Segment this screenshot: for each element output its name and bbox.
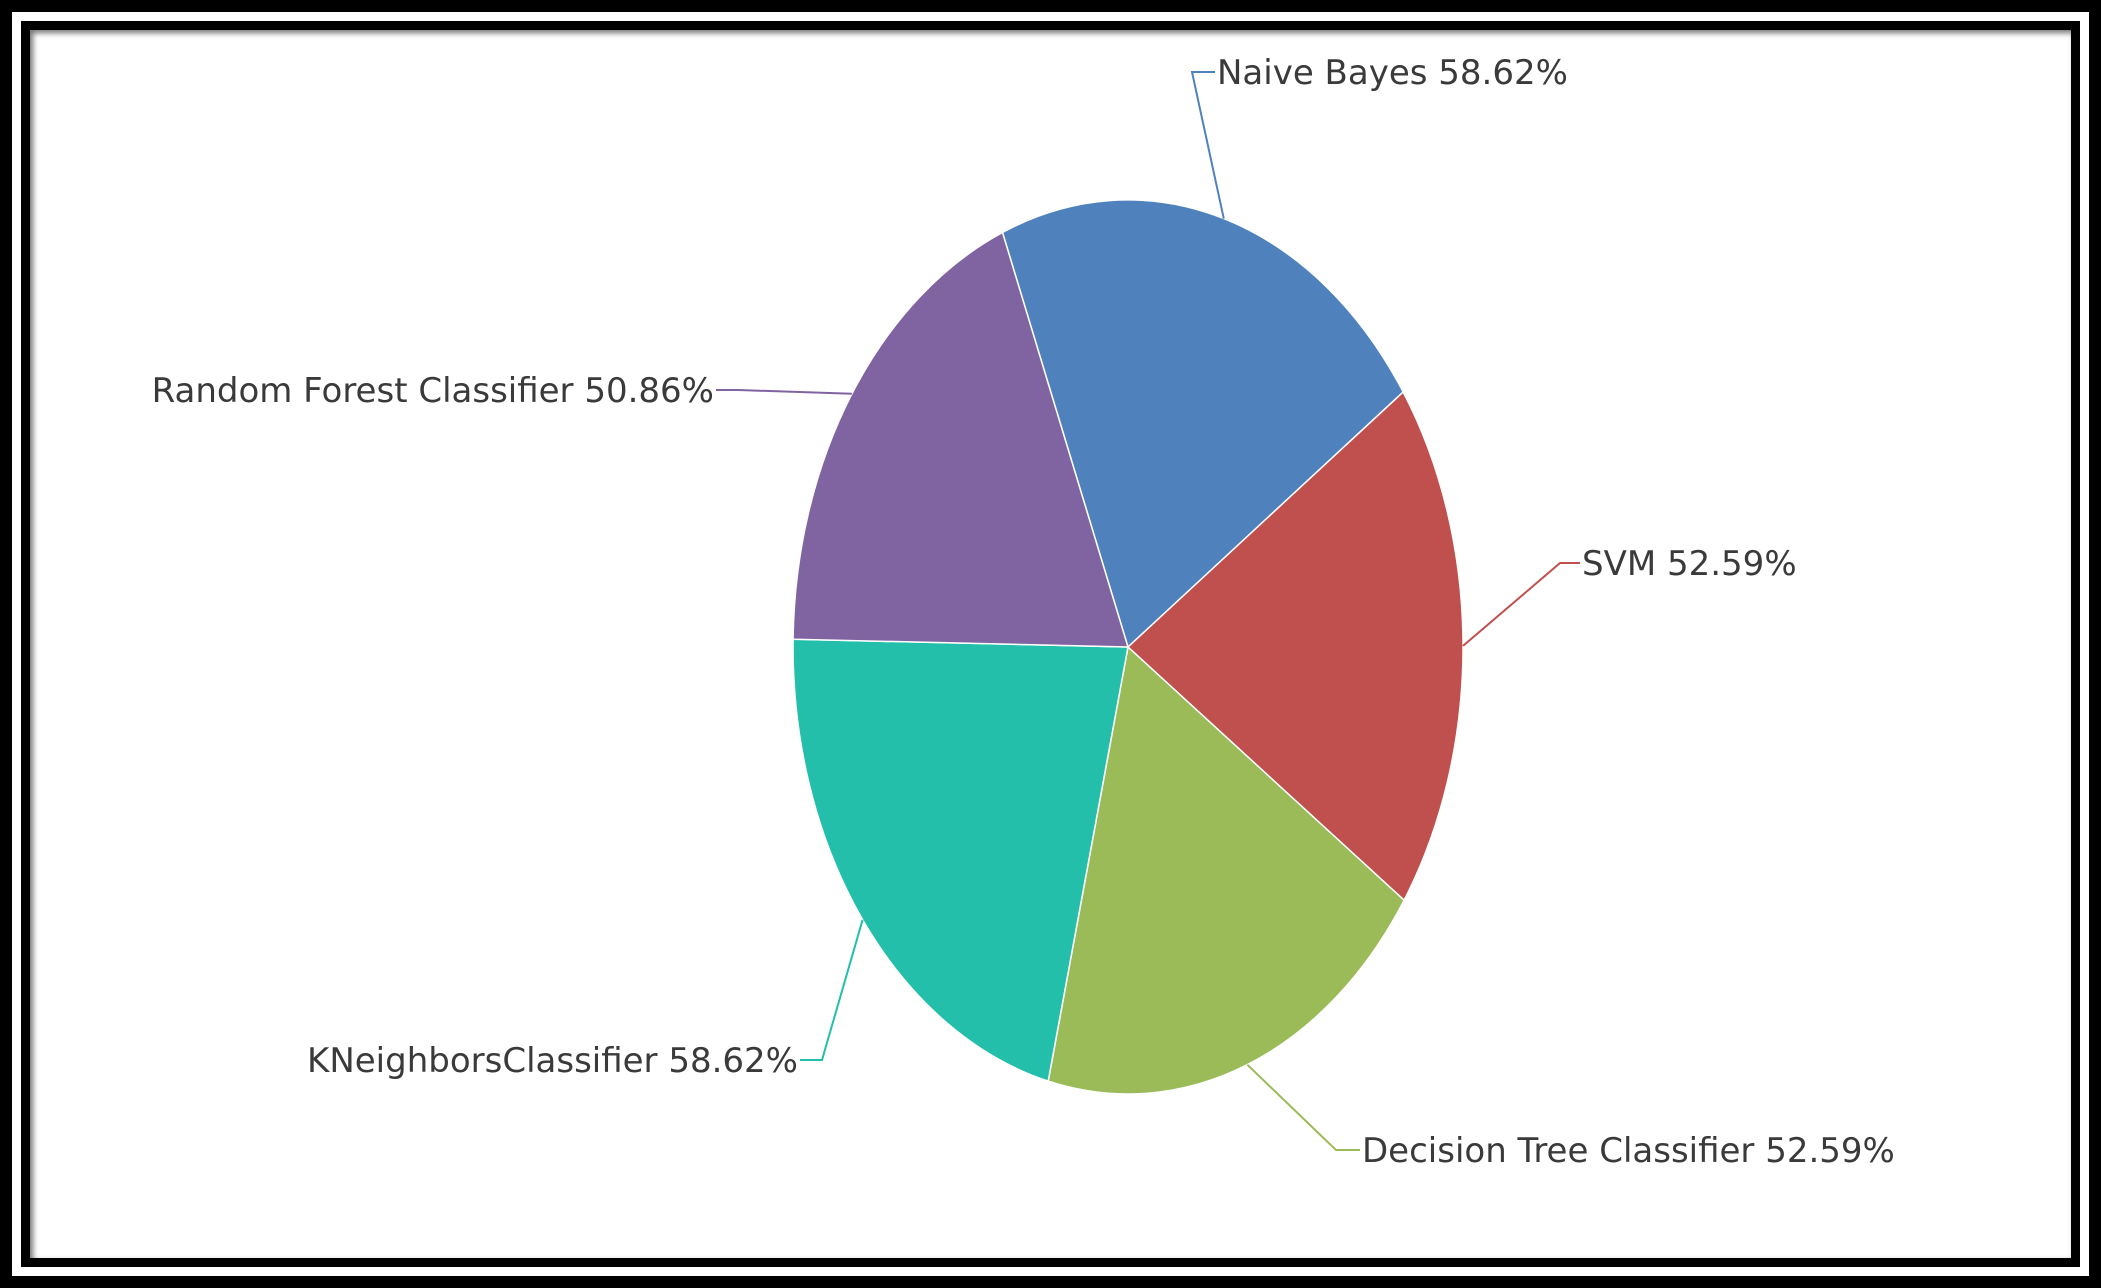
leader-kneighbors bbox=[800, 919, 864, 1061]
label-leader-lines bbox=[716, 71, 1580, 1151]
leader-random-forest bbox=[716, 389, 852, 395]
pie-slices bbox=[792, 199, 1464, 1095]
slice-labels: Naive Bayes 58.62% SVM 52.59% Decision T… bbox=[152, 53, 1895, 1171]
leader-svm bbox=[1462, 562, 1580, 647]
label-naive-bayes: Naive Bayes 58.62% bbox=[1217, 53, 1568, 93]
slice-decision-tree bbox=[1047, 645, 1406, 1095]
label-random-forest: Random Forest Classifier 50.86% bbox=[152, 371, 714, 411]
slice-kneighbors bbox=[792, 638, 1129, 1083]
leader-decision-tree bbox=[1246, 1063, 1360, 1151]
slice-svm bbox=[1126, 390, 1464, 902]
label-decision-tree: Decision Tree Classifier 52.59% bbox=[1362, 1131, 1895, 1171]
label-svm: SVM 52.59% bbox=[1582, 544, 1797, 584]
leader-naive-bayes bbox=[1190, 71, 1225, 219]
slice-random-forest bbox=[792, 231, 1130, 648]
label-kneighbors: KNeighborsClassifier 58.62% bbox=[307, 1041, 798, 1081]
